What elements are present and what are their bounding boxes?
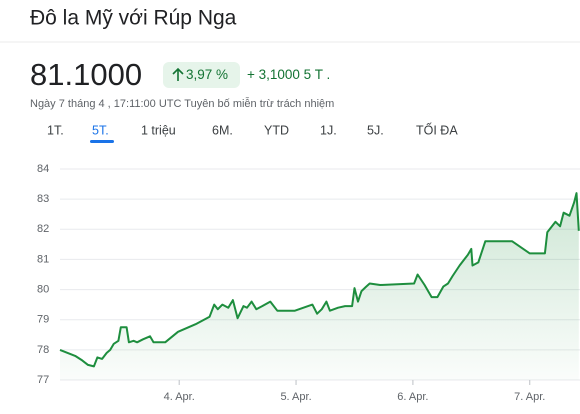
up-arrow (172, 67, 184, 81)
change-chip (163, 62, 240, 88)
tab[interactable]: 6M. (212, 123, 233, 137)
y-tick-label: 83 (37, 193, 49, 205)
timestamp: Ngày 7 tháng 4 , 17:11:00 UTC Tuyên bố m… (30, 97, 334, 110)
tab[interactable]: YTD (264, 123, 289, 137)
y-tick-label: 79 (37, 314, 49, 326)
tab[interactable]: 5J. (367, 123, 384, 137)
change-value: + 3,1000 5 T . (247, 67, 330, 82)
x-tick-label: 4. Apr. (164, 391, 195, 403)
price-line (59, 192, 580, 368)
title: Đô la Mỹ với Rúp Nga (30, 7, 237, 30)
tab[interactable]: TỐI ĐA (416, 122, 458, 137)
y-tick-label: 78 (37, 344, 49, 356)
tabs: 1T. 5T. 1 triệu 6M. YTD 1J. 5J. TỐI ĐA (47, 122, 458, 143)
tab-active[interactable]: 5T. (92, 123, 109, 137)
y-tick-label: 80 (37, 283, 49, 295)
area (60, 193, 579, 380)
y-tick-label: 77 (37, 374, 49, 386)
x-tick-label: 6. Apr. (397, 391, 428, 403)
y-tick-label: 84 (37, 163, 49, 175)
price: 81.1000 (30, 57, 142, 92)
tab[interactable]: 1T. (47, 123, 64, 137)
tab[interactable]: 1J. (320, 123, 337, 137)
change-percent: 3,97 % (186, 67, 228, 82)
y-tick-label: 82 (37, 223, 49, 235)
tab-underline (90, 140, 114, 143)
y-tick-label: 81 (37, 253, 49, 265)
tab[interactable]: 1 triệu (141, 123, 176, 137)
x-tick-label: 5. Apr. (280, 391, 311, 403)
x-tick-label: 7. Apr. (514, 391, 545, 403)
